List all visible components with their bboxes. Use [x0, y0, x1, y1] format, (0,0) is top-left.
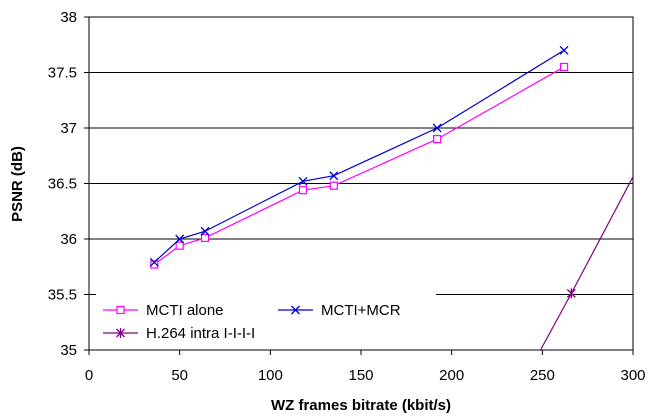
legend-item: MCTI alone — [103, 302, 224, 319]
data-point — [329, 181, 338, 190]
y-tick-label: 38 — [60, 9, 77, 26]
legend-marker — [116, 305, 125, 315]
x-tick-label: 300 — [620, 367, 645, 384]
data-point — [200, 233, 210, 242]
series-2 — [149, 45, 569, 267]
y-tick-label: 37 — [60, 120, 77, 137]
data-point — [559, 45, 569, 55]
data-point — [200, 226, 210, 236]
data-point — [566, 288, 576, 299]
data-point — [175, 241, 184, 250]
legend-item: H.264 intra I-I-I-I — [103, 325, 255, 342]
x-tick-label: 150 — [348, 367, 373, 384]
y-tick-label: 35.5 — [48, 287, 77, 304]
y-axis-ticks: 35 35.5 36 36.5 37 37.5 38 — [48, 9, 89, 359]
x-axis-ticks: 0 50 100 150 200 250 300 — [85, 350, 646, 384]
legend: MCTI alone MCTI+MCR H.264 intra I-I-I-I — [96, 294, 436, 346]
y-tick-label: 37.5 — [48, 65, 77, 82]
legend-box — [96, 294, 436, 346]
data-point — [329, 171, 339, 181]
x-tick-label: 50 — [171, 367, 188, 384]
data-point — [432, 123, 442, 133]
x-tick-label: 200 — [439, 367, 464, 384]
data-point — [175, 234, 185, 244]
x-tick-label: 0 — [85, 367, 93, 384]
x-tick-label: 100 — [258, 367, 283, 384]
legend-marker — [116, 328, 125, 338]
series-1 — [150, 62, 569, 269]
data-point — [150, 260, 159, 269]
legend-label: MCTI alone — [146, 302, 224, 319]
data-point — [298, 176, 308, 186]
legend-marker — [291, 305, 300, 315]
legend-item: MCTI+MCR — [278, 302, 401, 319]
data-point — [433, 135, 442, 144]
x-tick-label: 250 — [530, 367, 555, 384]
data-point — [298, 186, 308, 195]
x-axis-title: WZ frames bitrate (kbit/s) — [271, 397, 451, 414]
data-point — [149, 257, 159, 267]
series-3 — [539, 176, 633, 350]
series — [149, 45, 633, 350]
y-tick-label: 36.5 — [48, 176, 77, 193]
legend-label: H.264 intra I-I-I-I — [146, 325, 255, 342]
y-tick-label: 36 — [60, 231, 77, 248]
data-point — [559, 62, 569, 72]
y-axis-title: PSNR (dB) — [9, 146, 26, 222]
legend-label: MCTI+MCR — [321, 302, 401, 319]
y-tick-label: 35 — [60, 342, 77, 359]
